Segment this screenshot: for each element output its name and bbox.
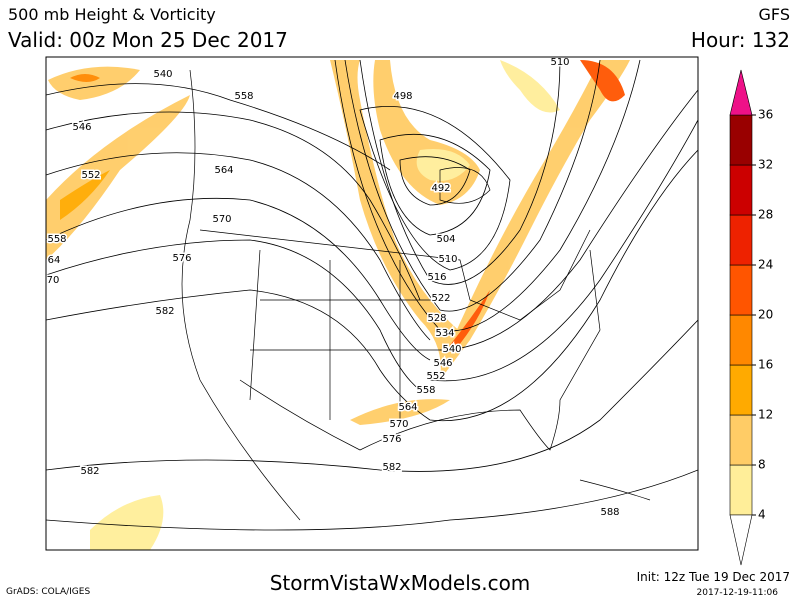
colorbar-label: 12 [758, 408, 773, 422]
contour-label: 492 [431, 183, 450, 194]
height-contours [46, 59, 698, 531]
contour-label: 582 [80, 466, 99, 477]
timestamp: 2017-12-19-11:06 [697, 588, 779, 598]
contour-label: 540 [442, 344, 461, 355]
contour-label: 582 [155, 306, 174, 317]
contour-label: 552 [81, 170, 100, 181]
contour-label: 582 [382, 462, 401, 473]
contour-label: 576 [382, 434, 401, 445]
contour-label: 534 [435, 328, 454, 339]
contour-label: 504 [436, 234, 455, 245]
model-name: GFS [759, 5, 790, 24]
colorbar-label: 8 [758, 458, 766, 472]
contour-label: 522 [431, 293, 450, 304]
init-time: Init: 12z Tue 19 Dec 2017 [637, 570, 790, 584]
valid-time: Valid: 00z Mon 25 Dec 2017 [8, 28, 288, 52]
forecast-hour: Hour: 132 [691, 28, 790, 52]
contour-label: 546 [72, 122, 91, 133]
colorbar-label: 4 [758, 508, 766, 522]
colorbar-label: 24 [758, 258, 773, 272]
contour-label: 498 [393, 91, 412, 102]
contour-label: 528 [427, 313, 446, 324]
colorbar-over [729, 69, 753, 116]
contour-label: 540 [153, 69, 172, 80]
map-title: 500 mb Height & Vorticity [8, 5, 216, 24]
colorbar-label: 28 [758, 208, 773, 222]
colorbar-label: 36 [758, 108, 773, 122]
contour-label: 576 [172, 253, 191, 264]
contour-label: 570 [212, 214, 231, 225]
contour-label: 588 [600, 507, 619, 518]
contour-labels: 540 546 552 558 64 70 558 564 570 576 58… [46, 57, 621, 520]
site-name: StormVistaWxModels.com [270, 571, 531, 595]
colorbar-segment [729, 364, 753, 416]
colorbar-segment [729, 414, 753, 466]
colorbar-label: 20 [758, 308, 773, 322]
colorbar-segment [729, 164, 753, 216]
map-area: 540 546 552 558 64 70 558 564 570 576 58… [46, 57, 698, 550]
contour-label: 64 [48, 255, 61, 266]
geography [181, 69, 651, 521]
vorticity-shading [46, 60, 630, 550]
colorbar-segment [729, 214, 753, 266]
colorbar-under [729, 514, 753, 566]
contour-label: 510 [438, 254, 457, 265]
contour-label: 558 [416, 385, 435, 396]
colorbar-label: 32 [758, 158, 773, 172]
contour-label: 558 [234, 91, 253, 102]
contour-label: 510 [550, 57, 569, 68]
contour-label: 564 [214, 165, 233, 176]
software-credit: GrADS: COLA/IGES [6, 587, 90, 597]
colorbar-segment [729, 314, 753, 366]
colorbar-label: 16 [758, 358, 773, 372]
contour-label: 70 [47, 275, 60, 286]
colorbar-segment [729, 114, 753, 166]
contour-label: 516 [427, 272, 446, 283]
contour-label: 558 [47, 234, 66, 245]
colorbar-segment [729, 464, 753, 516]
colorbar: 4 8 12 16 20 24 28 32 36 [729, 69, 773, 566]
contour-label: 552 [426, 371, 445, 382]
contour-label: 546 [433, 358, 452, 369]
contour-label: 570 [389, 419, 408, 430]
map-frame [45, 56, 699, 551]
colorbar-segment [729, 264, 753, 316]
contour-label: 564 [398, 402, 417, 413]
